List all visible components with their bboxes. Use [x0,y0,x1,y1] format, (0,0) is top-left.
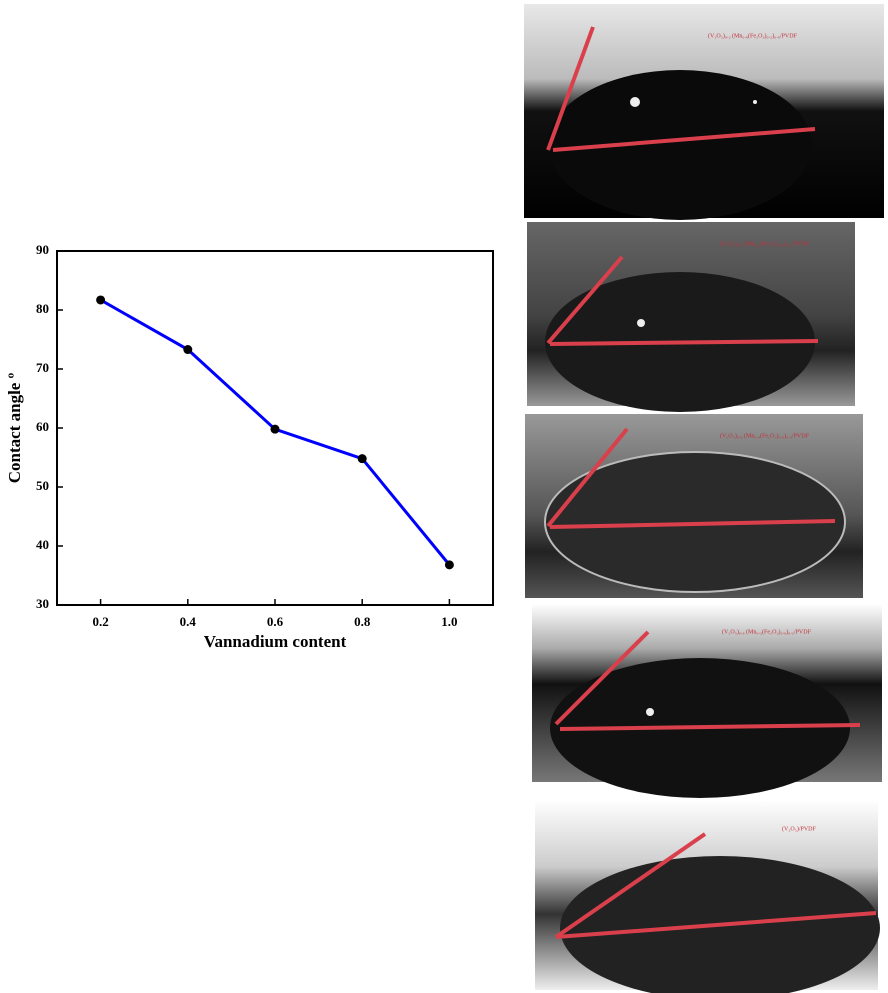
y-tick-label: 60 [36,419,49,434]
photo-label: (V₂O₅)₀.₂ (Mn₀.₈(Fe₂O₃)₀.₂)₀.₈/PVDF [708,32,798,39]
x-tick-label: 1.0 [441,614,457,629]
photo-label: (V₂O₅)₀.₈ (Mn₀.₂(Fe₂O₃)₀.₈)₀.₂/PVDF [722,628,812,635]
x-tick-label: 0.6 [267,614,284,629]
point [444,560,454,570]
photo: (V₂O₅)₀.₂ (Mn₀.₈(Fe₂O₃)₀.₂)₀.₈/PVDF [524,4,884,220]
point [357,454,367,464]
photo: (V₂O₅)₀.₆ (Mn₀.₄(Fe₂O₃)₀.₆)₀.₄/PVDF [525,414,863,598]
photo: (V₂O₅)₀.₄ (Mn₀.₆(Fe₂O₃)₀.₄)₀.₆/PVDF [527,222,855,412]
x-tick-label: 0.4 [180,614,197,629]
point [183,345,193,355]
y-tick-label: 50 [36,478,49,493]
x-axis-label: Vannadium content [204,632,347,651]
x-tick-label: 0.2 [92,614,108,629]
y-tick-label: 30 [36,596,49,611]
point [270,424,280,434]
y-tick-label: 80 [36,301,49,316]
photo: (V₂O₅)₀.₈ (Mn₀.₂(Fe₂O₃)₀.₈)₀.₂/PVDF [532,604,882,798]
photo-label: (V₂O₅)/PVDF [782,825,817,832]
y-axis-label: Contact angle º [5,372,24,483]
y-tick-label: 40 [36,537,49,552]
photo-label: (V₂O₅)₀.₄ (Mn₀.₆(Fe₂O₃)₀.₄)₀.₆/PVDF [720,240,810,247]
plot: 30 40 50 60 70 80 90 0.2 0.4 0.6 0.8 1.0 [36,242,458,629]
y-tick-label: 90 [36,242,49,257]
photo-label: (V₂O₅)₀.₆ (Mn₀.₄(Fe₂O₃)₀.₆)₀.₄/PVDF [720,432,810,439]
photo: (V₂O₅)/PVDF [535,800,880,993]
y-tick-label: 70 [36,360,49,375]
x-tick-label: 0.8 [354,614,371,629]
point [96,295,106,305]
